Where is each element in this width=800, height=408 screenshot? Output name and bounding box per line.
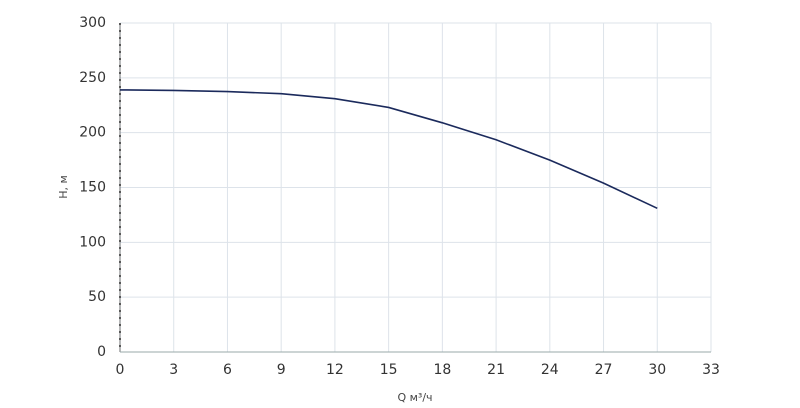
y-axis-title: H, м [57, 175, 70, 199]
x-tick-label: 12 [326, 362, 344, 378]
x-tick-label: 27 [595, 362, 613, 378]
x-axis-title: Q м³/ч [397, 391, 432, 404]
grid [119, 22, 712, 353]
x-tick-label: 24 [541, 362, 559, 378]
x-tick-label: 30 [648, 362, 666, 378]
x-tick-label: 15 [380, 362, 398, 378]
x-tick-label: 33 [702, 362, 720, 378]
x-tick-label: 0 [116, 362, 125, 378]
series-line [119, 89, 658, 210]
x-tick-label: 21 [487, 362, 505, 378]
y-tick-label: 0 [97, 344, 106, 360]
y-tick-label: 50 [88, 289, 106, 305]
y-tick-label: 150 [79, 180, 106, 196]
x-tick-label: 18 [433, 362, 451, 378]
y-tick-label: 250 [79, 70, 106, 86]
y-tick-label: 200 [79, 125, 106, 141]
x-tick-label: 6 [223, 362, 232, 378]
x-tick-label: 9 [277, 362, 286, 378]
y-tick-label: 100 [79, 234, 106, 250]
y-tick-label: 300 [79, 15, 106, 31]
x-tick-label: 3 [169, 362, 178, 378]
